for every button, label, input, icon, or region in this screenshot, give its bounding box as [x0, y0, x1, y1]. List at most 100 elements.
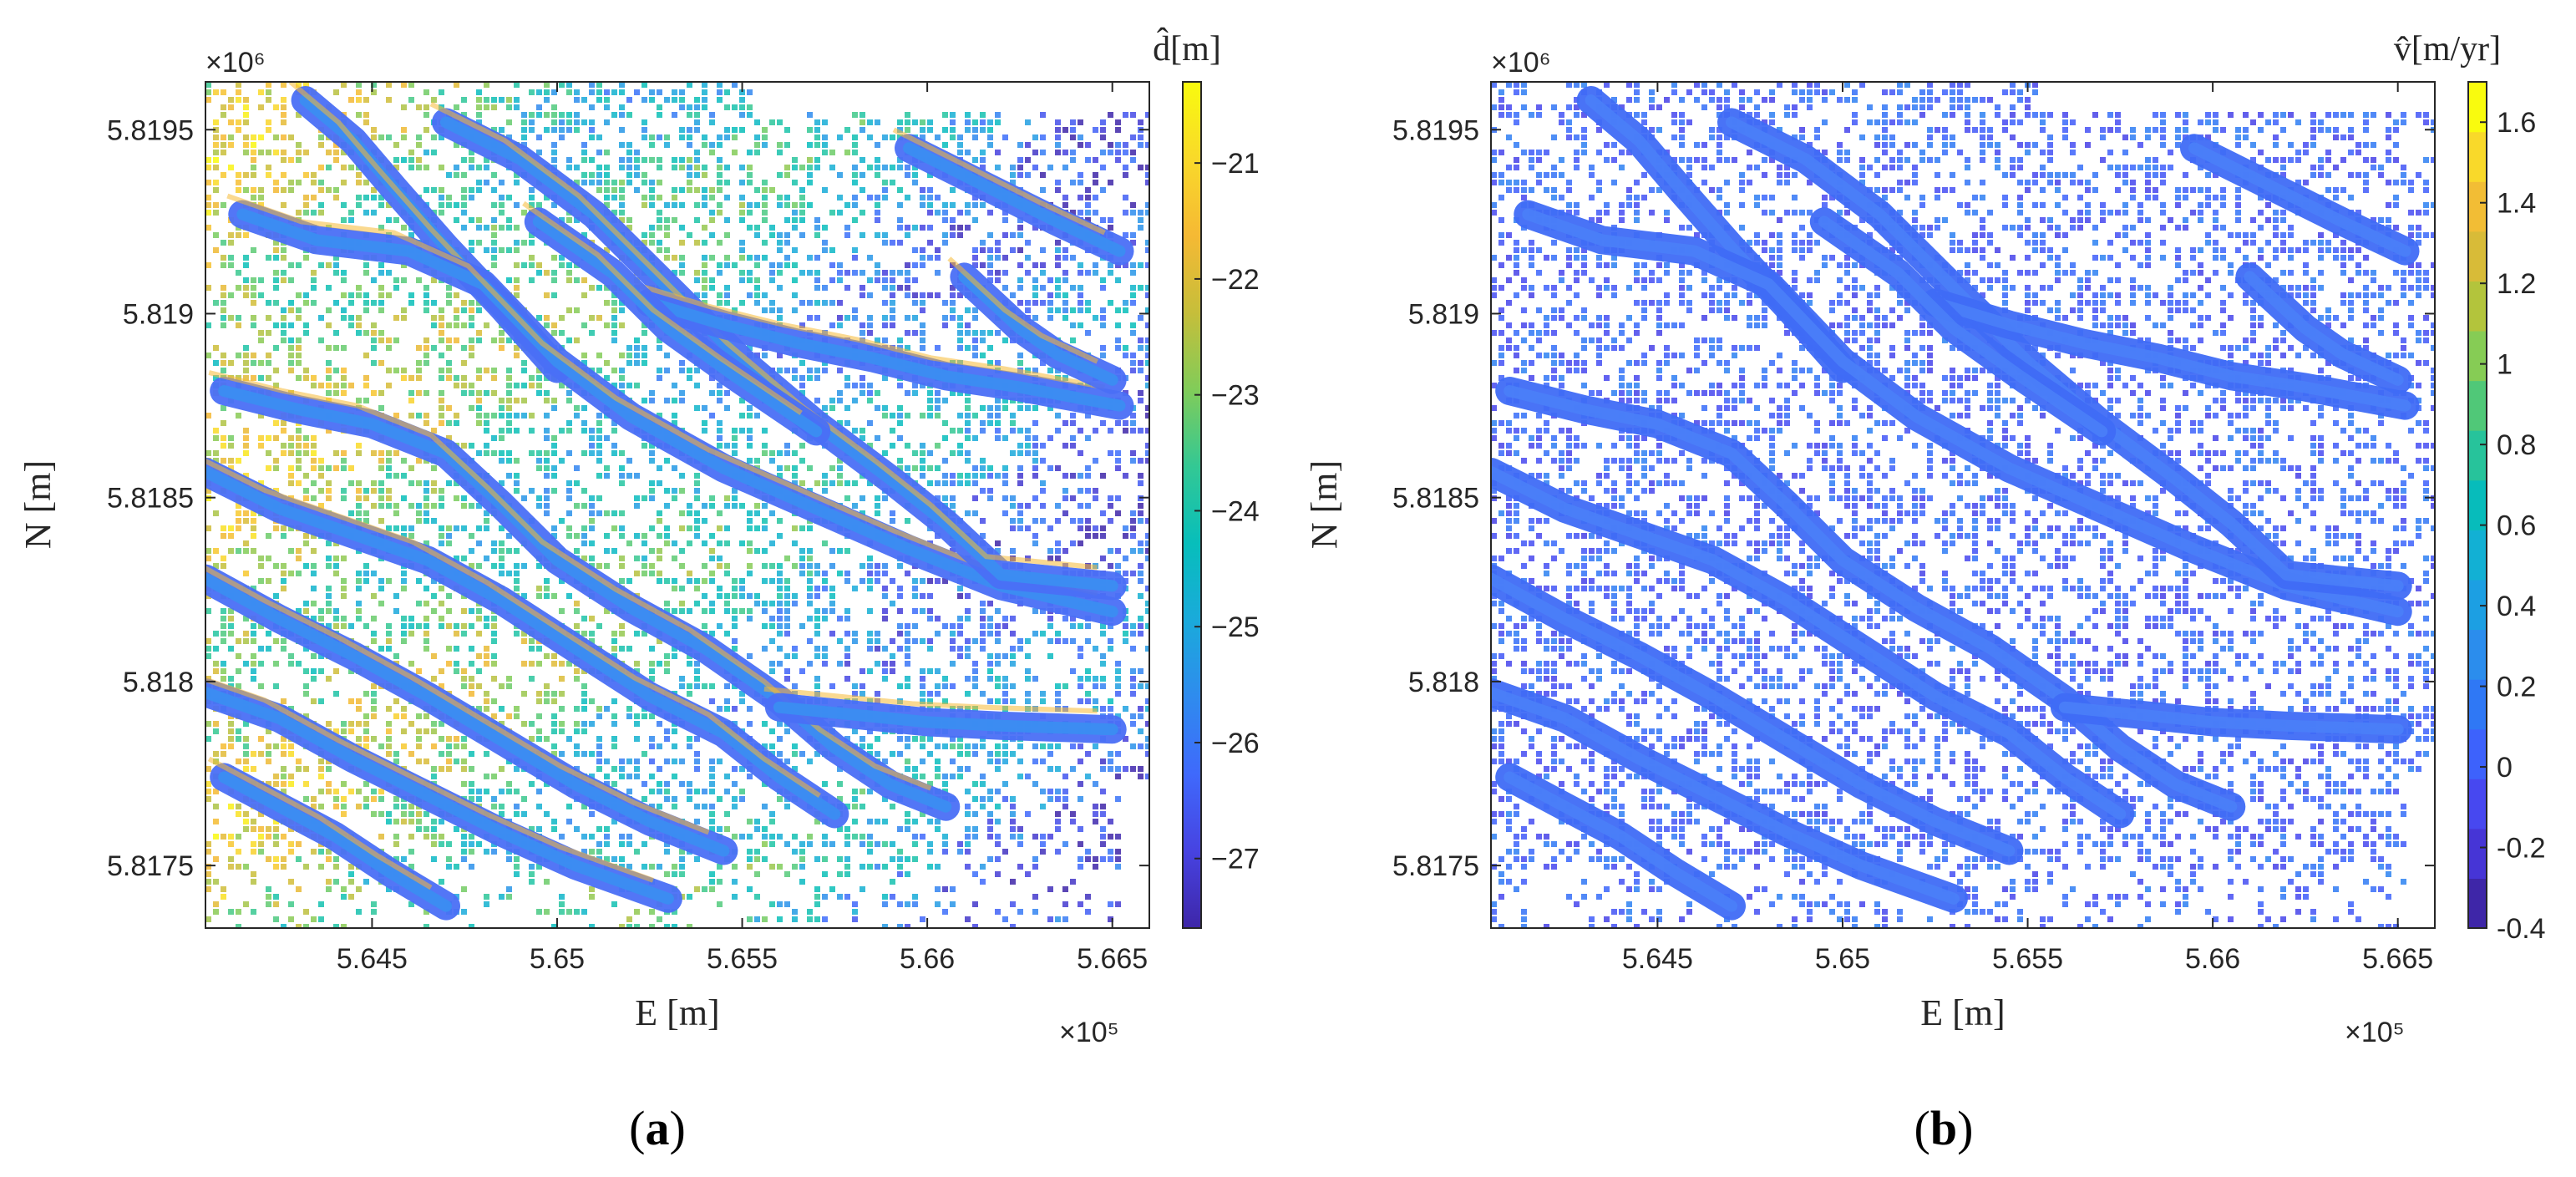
data-point: [1078, 134, 1083, 140]
data-point: [626, 383, 632, 388]
data-point: [867, 315, 873, 321]
data-point: [1070, 180, 1076, 185]
data-point: [987, 676, 993, 682]
data-point: [1010, 495, 1016, 501]
data-point: [905, 661, 910, 667]
data-point: [544, 450, 550, 456]
data-point: [860, 119, 865, 125]
data-point: [702, 134, 707, 140]
data-point: [1070, 518, 1076, 524]
data-point: [311, 375, 317, 381]
data-point: [1145, 751, 1149, 757]
data-point: [1115, 495, 1121, 501]
data-point: [258, 104, 264, 110]
data-point: [423, 187, 429, 193]
data-point: [205, 608, 211, 614]
data-point: [927, 240, 933, 246]
data-point: [724, 180, 730, 185]
data-point: [589, 495, 595, 501]
data-point: [469, 337, 474, 343]
data-point: [972, 307, 978, 313]
data-point: [1115, 420, 1121, 426]
data-point: [1138, 683, 1143, 689]
data-point: [717, 180, 723, 185]
data-point: [371, 277, 377, 283]
data-point: [717, 300, 723, 306]
data-point: [454, 480, 459, 486]
data-point: [844, 616, 850, 621]
data-point: [875, 232, 880, 238]
data-point: [799, 232, 805, 238]
data-point: [927, 781, 933, 787]
data-point: [1040, 443, 1046, 449]
data-point: [461, 210, 467, 216]
data-point: [732, 488, 738, 494]
data-point: [281, 789, 287, 794]
data-point: [732, 623, 738, 629]
data-point: [1138, 473, 1143, 479]
data-point: [1078, 743, 1083, 749]
data-point: [469, 751, 474, 757]
data-point: [243, 510, 249, 516]
data-point: [401, 713, 407, 719]
data-point: [356, 443, 362, 449]
data-point: [1145, 556, 1149, 561]
data-point: [311, 383, 317, 388]
data-point: [619, 774, 625, 779]
data-point: [732, 503, 738, 509]
data-point: [935, 210, 941, 216]
data-point: [950, 262, 956, 268]
data-point: [965, 653, 971, 659]
data-point: [950, 706, 956, 712]
data-point: [251, 285, 256, 291]
data-point: [882, 450, 888, 456]
data-point: [927, 210, 933, 216]
data-point: [852, 480, 858, 486]
data-point: [995, 119, 1001, 125]
data-point: [657, 465, 662, 471]
data-point: [1085, 330, 1091, 336]
data-point: [236, 638, 241, 644]
data-point: [837, 322, 843, 328]
data-point: [1145, 375, 1149, 381]
data-point: [311, 563, 317, 569]
data-point: [341, 458, 347, 464]
data-point: [491, 774, 497, 779]
data-point: [611, 368, 617, 373]
data-point: [995, 653, 1001, 659]
data-point: [1145, 247, 1149, 253]
data-point: [371, 480, 377, 486]
data-point: [596, 443, 602, 449]
data-point: [1070, 435, 1076, 441]
data-point: [439, 488, 444, 494]
data-point: [867, 556, 873, 561]
data-point: [288, 450, 294, 456]
data-point: [852, 315, 858, 321]
data-point: [867, 195, 873, 200]
data-point: [416, 736, 422, 742]
data-point: [1002, 285, 1008, 291]
data-point: [679, 586, 685, 591]
data-point: [664, 736, 670, 742]
data-point: [807, 375, 813, 381]
data-point: [566, 119, 572, 125]
data-point: [829, 150, 835, 155]
data-point: [281, 322, 287, 328]
data-point: [837, 134, 843, 140]
data-point: [724, 540, 730, 546]
data-point: [1002, 480, 1008, 486]
data-point: [927, 292, 933, 298]
data-point: [311, 616, 317, 621]
data-point: [754, 285, 760, 291]
data-point: [566, 307, 572, 313]
data-point: [942, 480, 948, 486]
data-point: [205, 638, 211, 644]
data-point: [296, 337, 302, 343]
data-point: [378, 405, 384, 411]
data-point: [867, 608, 873, 614]
data-point: [942, 578, 948, 584]
data-point: [604, 706, 610, 712]
data-point: [995, 405, 1001, 411]
data-point: [1032, 758, 1038, 764]
data-point: [950, 300, 956, 306]
